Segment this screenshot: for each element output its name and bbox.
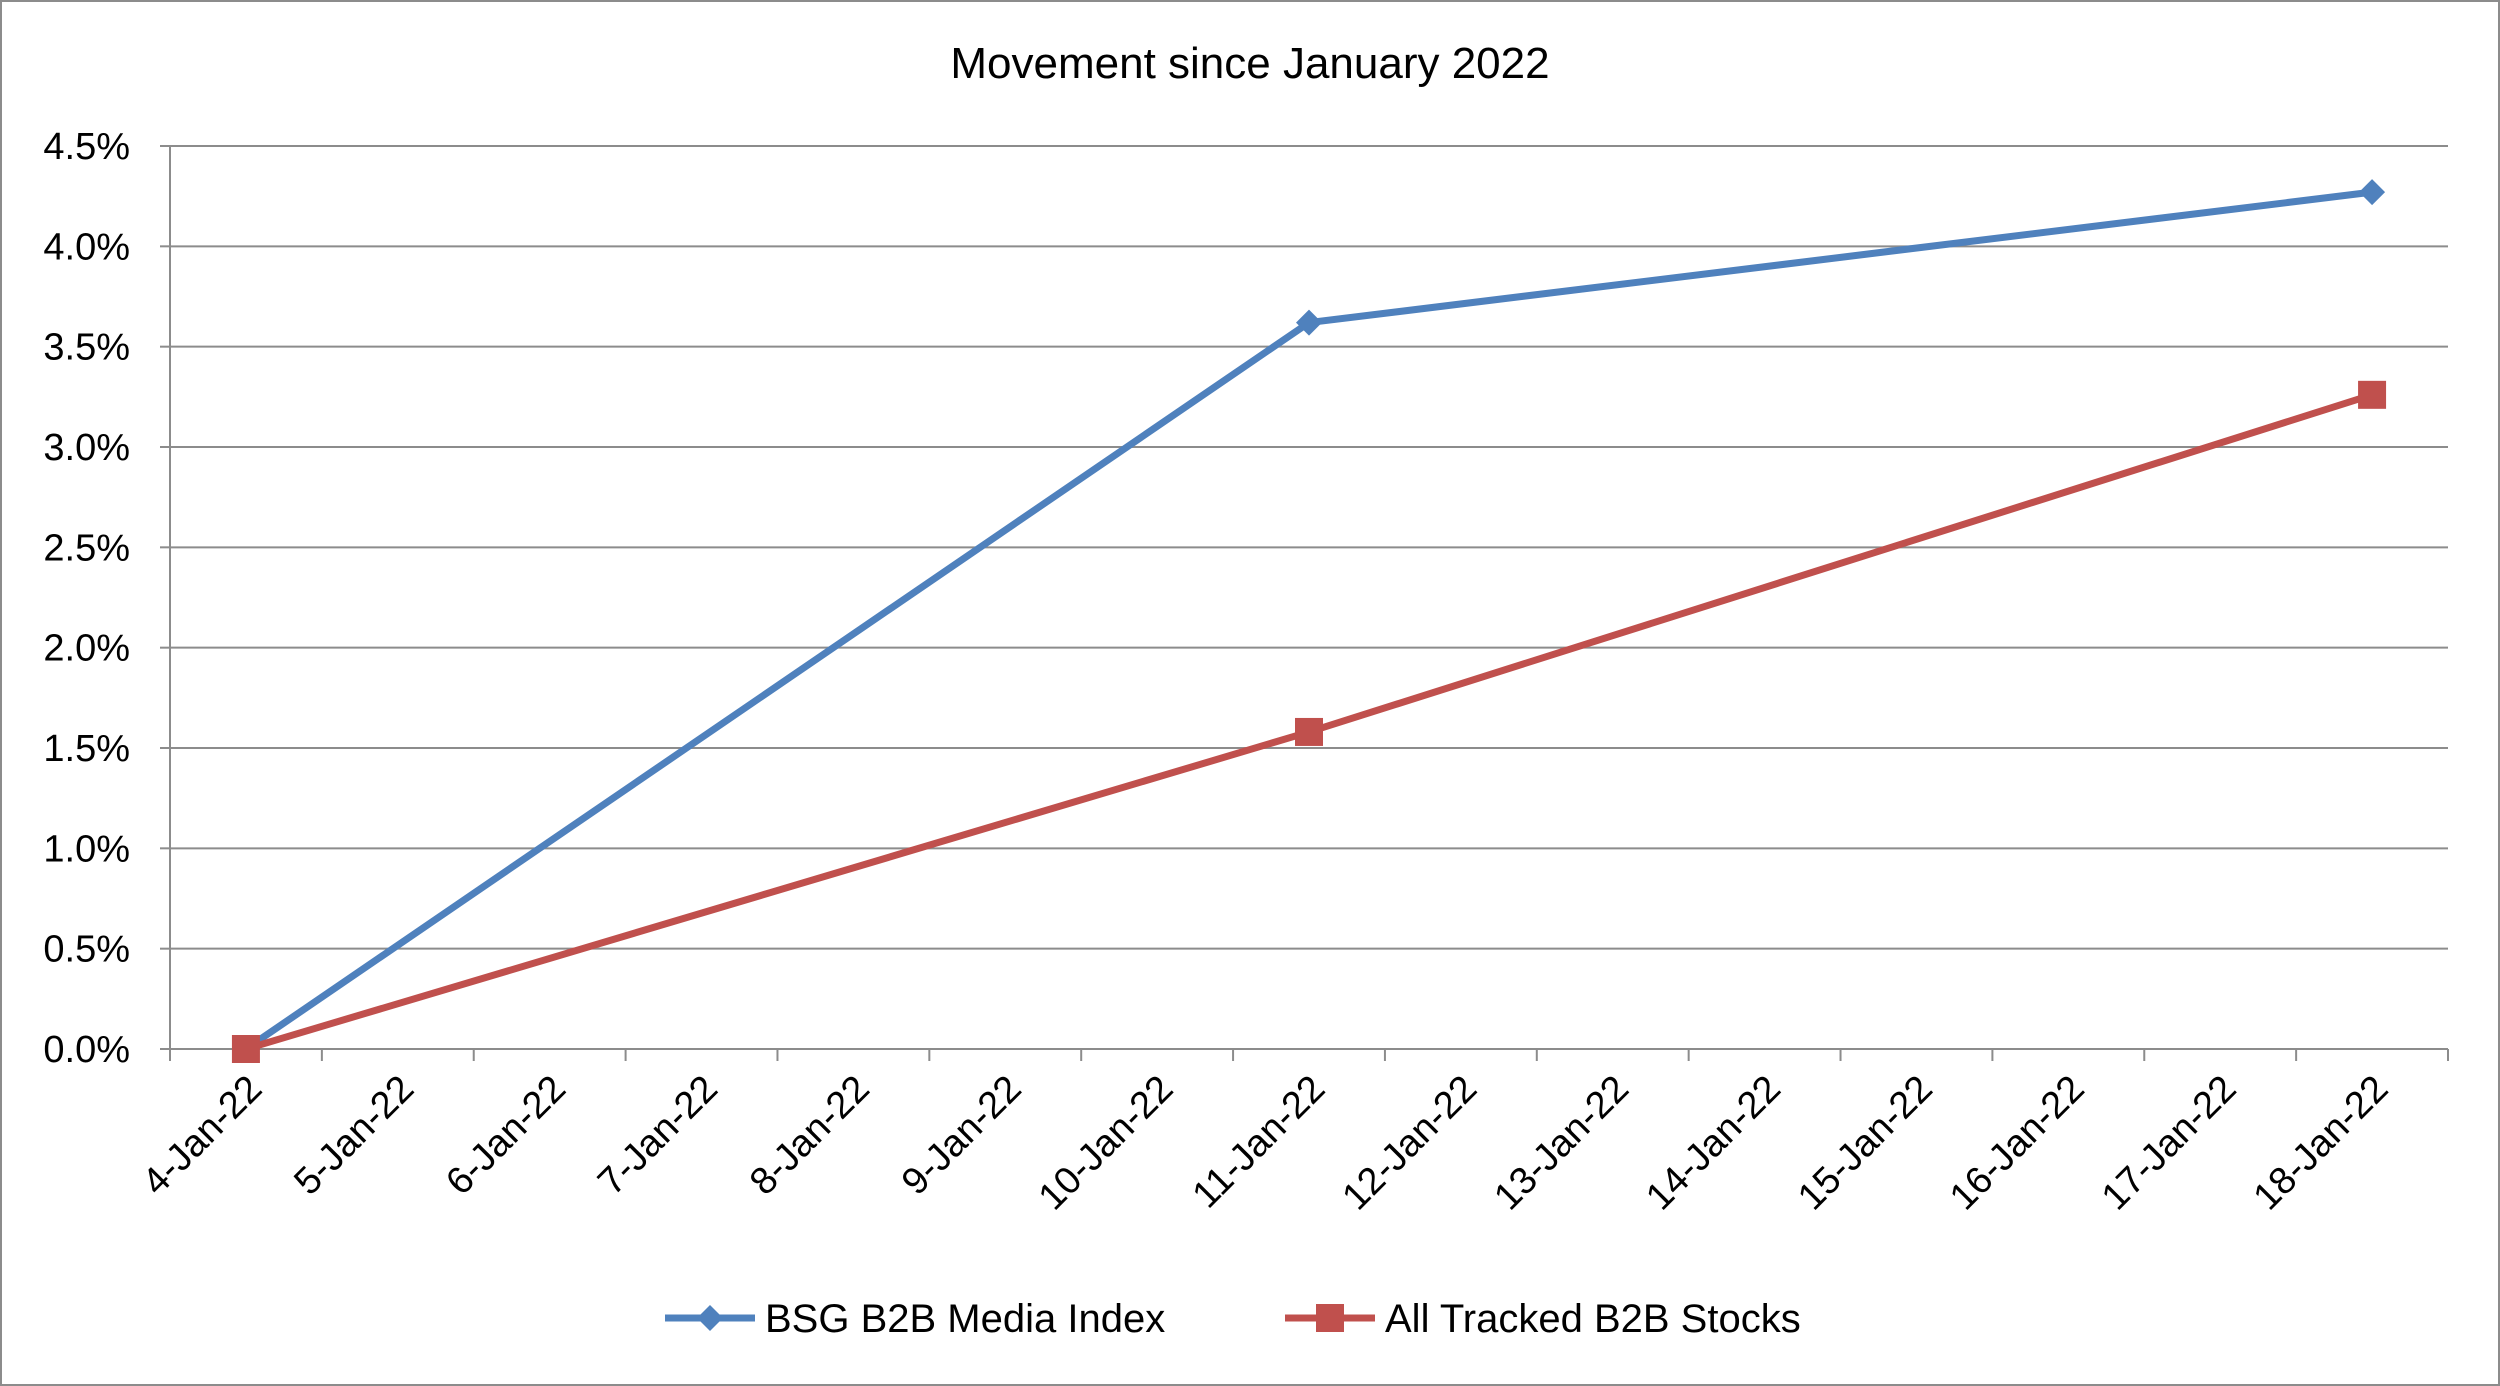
y-tick-label: 0.5% xyxy=(43,929,130,971)
x-tick-label: 14-Jan-22 xyxy=(1638,1068,1789,1219)
y-tick-label: 3.5% xyxy=(43,327,130,369)
x-tick-label: 4-Jan-22 xyxy=(135,1068,271,1204)
x-tick-label: 10-Jan-22 xyxy=(1031,1068,1182,1219)
y-tick-label: 4.0% xyxy=(43,226,130,268)
legend-item: All Tracked B2B Stocks xyxy=(1285,1297,1801,1341)
x-tick-label: 13-Jan-22 xyxy=(1486,1068,1637,1219)
diamond-marker xyxy=(697,1305,723,1331)
x-tick-label: 12-Jan-22 xyxy=(1335,1068,1486,1219)
gridlines xyxy=(170,145,2448,950)
square-marker xyxy=(231,1035,260,1063)
legend-item: BSG B2B Media Index xyxy=(665,1297,1165,1341)
x-tick-label: 7-Jan-22 xyxy=(590,1068,726,1204)
diamond-marker xyxy=(2359,179,2386,206)
y-tick-label: 2.0% xyxy=(43,628,130,670)
y-tick-label: 2.5% xyxy=(43,527,130,569)
legend-label: BSG B2B Media Index xyxy=(765,1297,1165,1341)
x-tick-label: 8-Jan-22 xyxy=(742,1068,878,1204)
y-tick-label: 4.5% xyxy=(43,126,130,168)
x-tick-label: 15-Jan-22 xyxy=(1790,1068,1941,1219)
y-axis: 0.0% 0.5% 1.0% 1.5% 2.0% 2.5% 3.0% 3.5% 4.0% 4.5% xyxy=(43,126,171,1071)
diamond-marker xyxy=(1296,309,1322,336)
y-tick-label: 3.0% xyxy=(43,427,130,469)
square-marker xyxy=(1316,1304,1344,1332)
x-tick-label: 9-Jan-22 xyxy=(894,1068,1030,1204)
y-tick-label: 1.5% xyxy=(43,728,130,770)
series-layer xyxy=(231,179,2387,1063)
chart-title: Movement since January 2022 xyxy=(950,39,1549,88)
square-marker xyxy=(1295,717,1323,746)
square-marker xyxy=(2358,380,2387,409)
x-axis: 4-Jan-22 5-Jan-22 6-Jan-22 7-Jan-22 8-Jan-22… xyxy=(135,1048,2449,1219)
x-tick-label: 16-Jan-22 xyxy=(1942,1068,2093,1219)
x-tick-label: 17-Jan-22 xyxy=(2094,1068,2245,1219)
legend-label: All Tracked B2B Stocks xyxy=(1385,1297,1801,1341)
y-tick-label: 1.0% xyxy=(43,828,130,870)
x-tick-label: 18-Jan-22 xyxy=(2246,1068,2397,1219)
x-tick-label: 5-Jan-22 xyxy=(286,1068,422,1204)
x-tick-label: 6-Jan-22 xyxy=(438,1068,574,1204)
x-tick-label: 11-Jan-22 xyxy=(1185,1068,1334,1217)
y-tick-label: 0.0% xyxy=(43,1029,130,1071)
legend: BSG B2B Media Index All Tracked B2B Stock… xyxy=(665,1297,1801,1341)
